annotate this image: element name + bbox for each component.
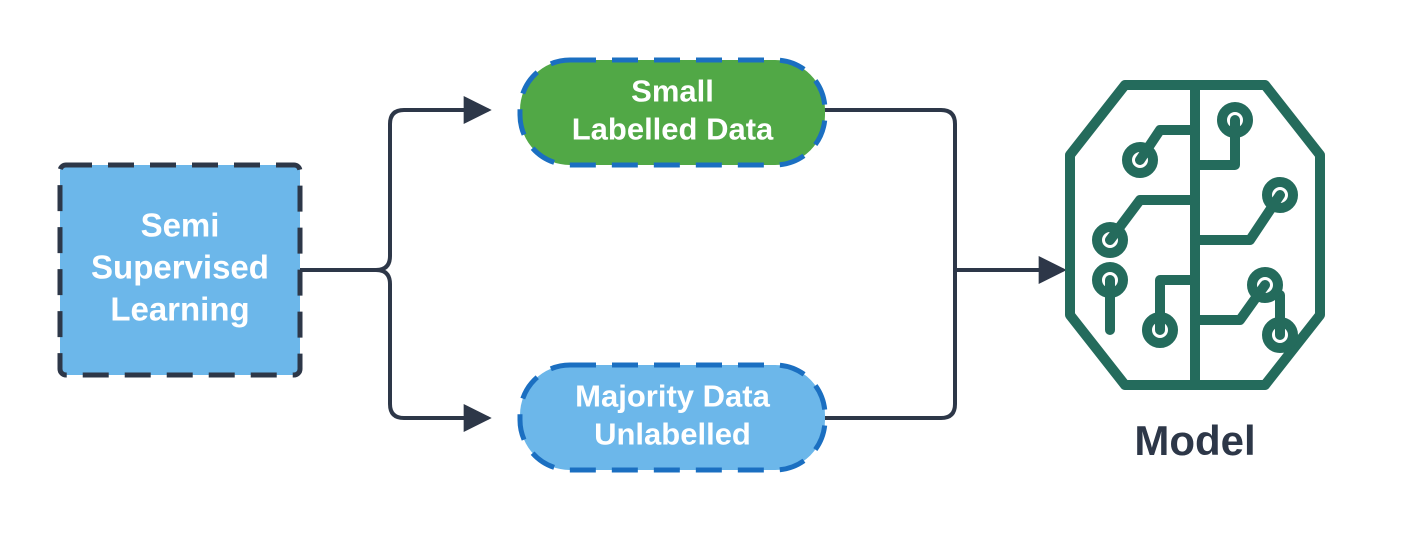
- node-bottom-line-0: Majority Data: [575, 379, 770, 414]
- model-icon: [1070, 85, 1320, 385]
- edge-1: [300, 270, 487, 418]
- node-top: SmallLabelled Data: [520, 60, 825, 165]
- node-source: Semi Supervised Learning: [60, 165, 300, 375]
- node-source-line-0: Semi: [141, 207, 220, 244]
- node-bottom-line-1: Unlabelled: [594, 417, 751, 452]
- edge-0: [300, 110, 487, 270]
- model-label: Model: [1134, 417, 1255, 464]
- edge-2: [825, 110, 955, 270]
- node-source-line-2: Learning: [110, 291, 249, 328]
- node-source-line-1: Supervised: [91, 249, 269, 286]
- node-bottom: Majority DataUnlabelled: [520, 365, 825, 470]
- edge-3: [825, 270, 955, 418]
- node-top-line-1: Labelled Data: [572, 112, 774, 147]
- node-top-line-0: Small: [631, 74, 714, 109]
